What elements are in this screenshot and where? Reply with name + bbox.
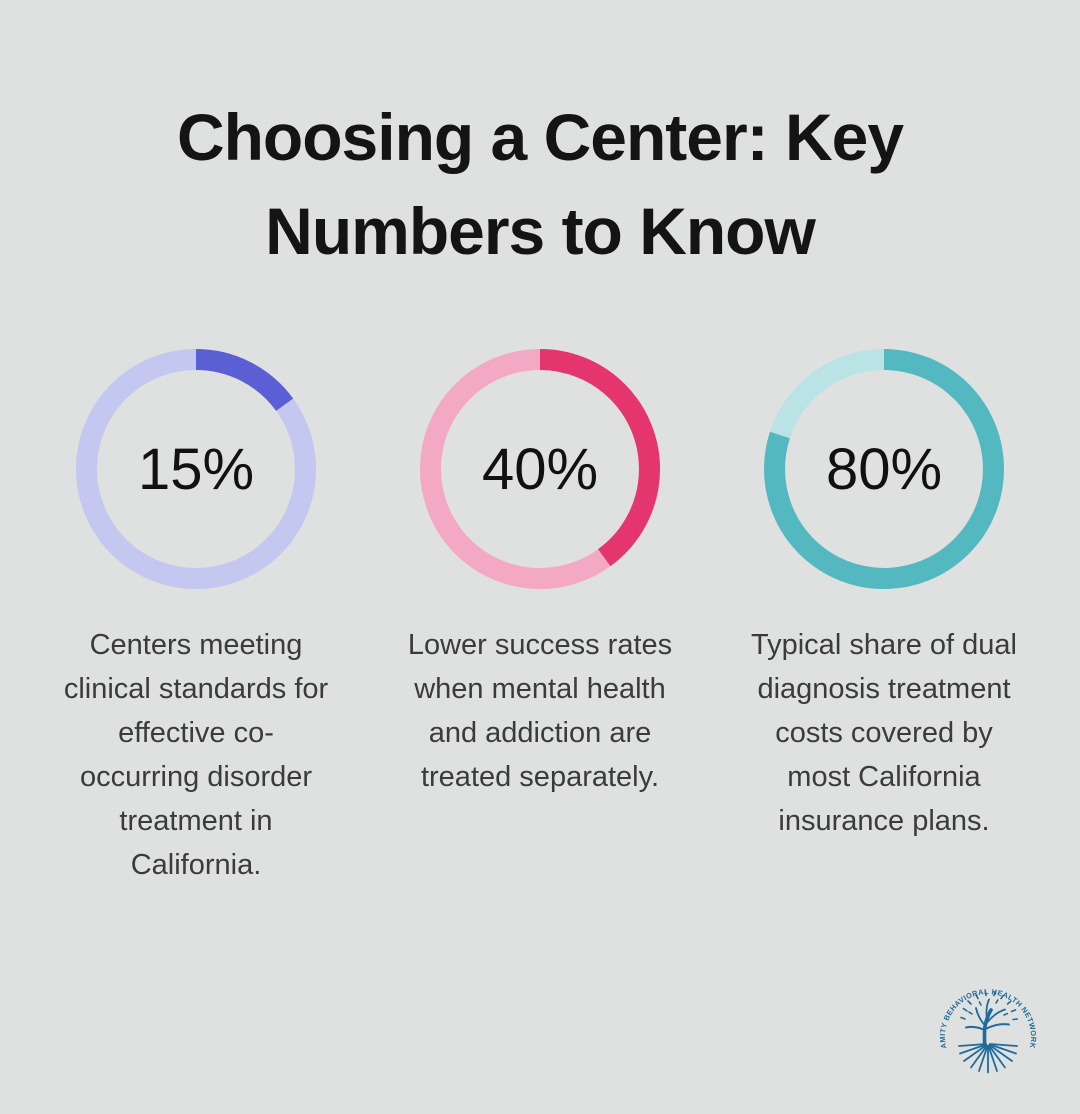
page-title: Choosing a Center: Key Numbers to Know bbox=[176, 100, 904, 269]
donut-chart-80: 80% bbox=[764, 348, 1004, 589]
donut-value-arc bbox=[420, 348, 660, 589]
percent-label: 15% bbox=[138, 437, 254, 502]
stat-card-clinical-standards: 15% Centers meeting clinical standards f… bbox=[28, 348, 364, 887]
donut-chart-40: 40% bbox=[420, 348, 660, 589]
stat-card-insurance-coverage: 80% Typical share of dual diagnosis trea… bbox=[716, 348, 1052, 887]
stat-caption: Typical share of dual diagnosis treatmen… bbox=[751, 628, 1017, 838]
stat-card-success-rates: 40% Lower success rates when mental heal… bbox=[372, 348, 708, 887]
donut-svg: 15% bbox=[76, 348, 316, 589]
stat-caption: Lower success rates when mental health a… bbox=[407, 628, 673, 793]
donut-chart-15: 15% bbox=[76, 348, 316, 589]
donut-svg: 40% bbox=[420, 348, 660, 589]
donut-value-arc bbox=[76, 348, 316, 589]
stats-row: 15% Centers meeting clinical standards f… bbox=[0, 348, 1080, 887]
brand-logo: AMITY BEHAVIORAL HEALTH NETWORK bbox=[938, 984, 1038, 1084]
tree-graphic bbox=[958, 990, 1018, 1074]
donut-value-arc bbox=[764, 348, 1004, 589]
percent-label: 40% bbox=[482, 437, 598, 502]
donut-svg: 80% bbox=[764, 348, 1004, 589]
stat-caption: Centers meeting clinical standards for e… bbox=[63, 628, 329, 882]
tree-logo-icon: AMITY BEHAVIORAL HEALTH NETWORK bbox=[938, 987, 1038, 1074]
percent-label: 80% bbox=[826, 437, 942, 502]
